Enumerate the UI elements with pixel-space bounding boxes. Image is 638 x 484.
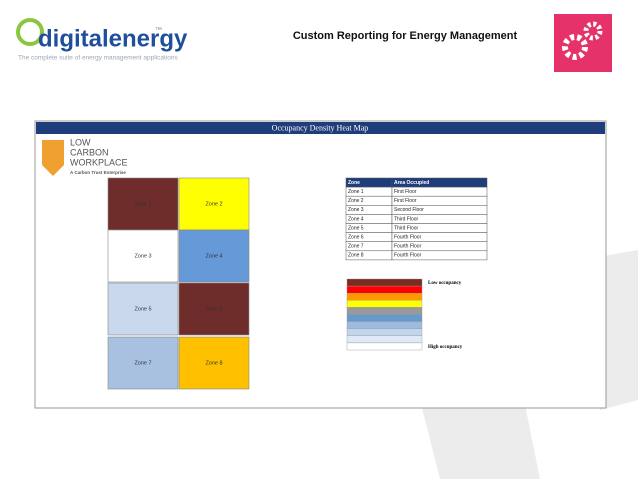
table-text: Fourth Floor xyxy=(394,234,422,240)
table-text: Third Floor xyxy=(394,225,419,231)
legend-swatch xyxy=(346,300,423,308)
legend-swatch xyxy=(346,335,423,344)
legend-swatch xyxy=(346,307,423,315)
table-text: Second Floor xyxy=(394,207,424,213)
slide-title: Custom Reporting for Energy Management xyxy=(293,30,518,42)
zone-cell xyxy=(178,336,250,390)
table-text: Fourth Floor xyxy=(394,253,422,259)
table-text: Zone 4 xyxy=(348,216,364,222)
legend-swatch xyxy=(346,278,423,287)
table-text: First Floor xyxy=(394,189,417,195)
zone-cell xyxy=(178,177,250,231)
table-cell xyxy=(391,250,488,261)
zone-grid: Zone 1 Zone 2 Zone 3 Zone 4 Zone 5 Zone 6 Zone… xyxy=(107,177,250,390)
legend-swatch xyxy=(346,321,423,329)
zone-label: Zone 5 xyxy=(134,306,151,312)
zone-label: Zone 1 xyxy=(134,201,151,207)
table-text: Zone 3 xyxy=(348,207,364,213)
logo: digitalenergy xyxy=(38,25,188,52)
zone-label: Zone 8 xyxy=(205,360,222,366)
brand-line: WORKPLACE xyxy=(70,157,128,167)
zone-table: Zone Area Occupied Zone 1 First Floor Zone 2… xyxy=(345,177,488,261)
gear xyxy=(583,21,603,41)
zone-label: Zone 7 xyxy=(134,360,151,366)
brand-line: LOW xyxy=(70,137,91,147)
table-header: Area Occupied xyxy=(394,180,429,186)
table-text: Zone 7 xyxy=(348,244,364,250)
zone-cell xyxy=(107,177,179,231)
table-text: Zone 8 xyxy=(348,253,364,259)
zone-cell xyxy=(107,336,179,390)
legend: Low occupancy High occupancy xyxy=(346,278,463,351)
zone-cell xyxy=(178,229,250,283)
brand-icon xyxy=(42,140,64,176)
brand-sub: A Carbon Trust Enterprise xyxy=(70,170,126,175)
table-text: First Floor xyxy=(394,198,417,204)
gear xyxy=(562,34,588,60)
panel-title: Occupancy Density Heat Map xyxy=(272,123,369,132)
tagline: The complete suite of energy management … xyxy=(18,55,178,62)
table-text: Zone 1 xyxy=(348,189,364,195)
zone-label: Zone 6 xyxy=(205,306,222,312)
table-text: Zone 2 xyxy=(348,198,364,204)
zone-label: Zone 3 xyxy=(134,253,151,259)
zone-cell xyxy=(107,229,179,283)
zone-label: Zone 4 xyxy=(205,253,222,259)
table-text: Fourth Floor xyxy=(394,244,422,250)
table-text: Zone 5 xyxy=(348,225,364,231)
panel-titlebar xyxy=(36,122,605,134)
legend-swatch xyxy=(346,342,423,351)
zone-cell xyxy=(178,282,250,336)
table-header: Zone xyxy=(348,180,360,186)
table-text: Third Floor xyxy=(394,216,419,222)
legend-low: Low occupancy xyxy=(428,281,462,286)
legend-swatch xyxy=(346,293,423,301)
zone-cell xyxy=(107,282,179,336)
logo-tm: ™ xyxy=(155,27,162,34)
brand-line: CARBON xyxy=(70,147,109,157)
legend-swatch xyxy=(346,285,423,294)
logo-mark xyxy=(16,18,44,46)
zone-label: Zone 2 xyxy=(205,201,222,207)
legend-swatch xyxy=(346,314,423,322)
table-text: Zone 6 xyxy=(348,234,364,240)
legend-swatch xyxy=(346,328,423,337)
legend-high: High occupancy xyxy=(428,345,463,350)
